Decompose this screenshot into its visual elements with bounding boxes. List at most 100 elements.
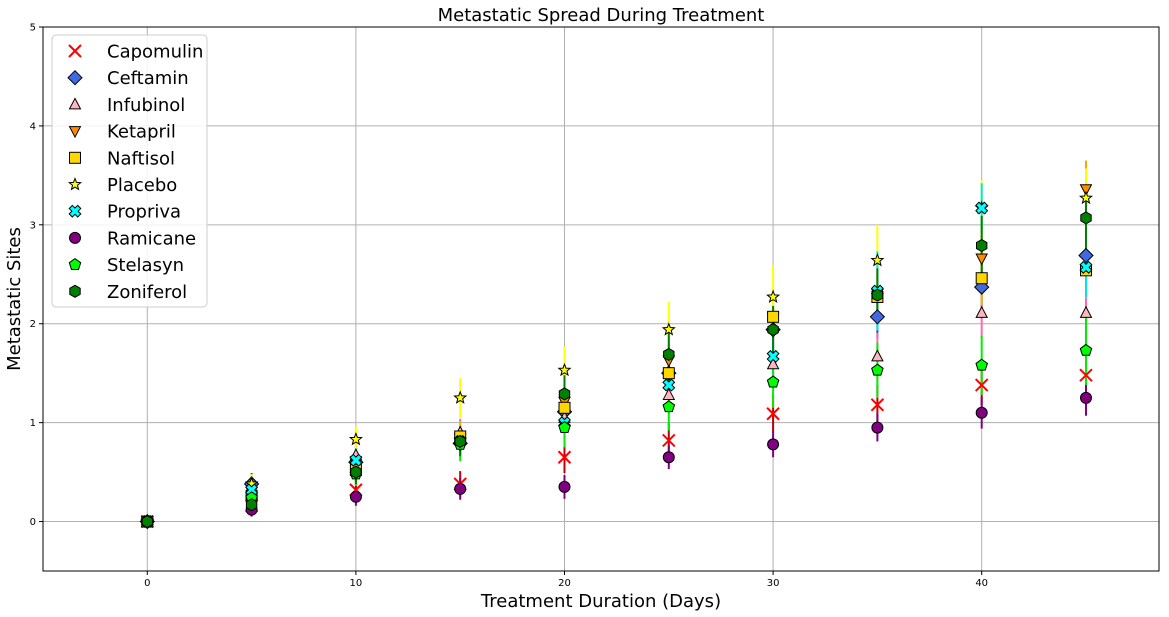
data-point-propriva bbox=[766, 349, 780, 363]
x-tick-label: 10 bbox=[350, 578, 363, 589]
legend-marker-naftisol bbox=[69, 151, 81, 164]
data-point-zoniferol bbox=[454, 434, 466, 449]
data-point-naftisol bbox=[662, 367, 675, 380]
legend-marker-infubinol bbox=[68, 97, 82, 110]
legend-label-ramicane: Ramicane bbox=[107, 228, 196, 249]
legend-label-infubinol: Infubinol bbox=[107, 95, 185, 116]
data-point-infubinol bbox=[766, 357, 780, 370]
data-point-placebo bbox=[557, 362, 572, 377]
legend-marker-placebo bbox=[67, 177, 83, 191]
x-stroke bbox=[974, 378, 989, 392]
y-tick-label: 5 bbox=[30, 23, 36, 34]
legend-marker-capomulin bbox=[68, 44, 82, 58]
data-point-infubinol bbox=[871, 349, 884, 362]
legend: Capomulin Ceftamin Infubinol Ketapril Naftis… bbox=[51, 34, 208, 308]
data-point-ramicane bbox=[454, 482, 467, 495]
y-tick-label: 4 bbox=[30, 121, 36, 132]
data-point-naftisol bbox=[975, 272, 988, 285]
legend-label-propriva: Propriva bbox=[107, 202, 181, 223]
data-point-capomulin bbox=[974, 378, 989, 392]
y-tick-label: 0 bbox=[30, 517, 36, 528]
data-point-ramicane bbox=[558, 480, 571, 493]
data-point-stelasyn bbox=[975, 358, 988, 371]
data-point-propriva bbox=[975, 201, 989, 215]
x-stroke bbox=[557, 450, 572, 464]
data-point-infubinol bbox=[975, 305, 989, 318]
data-point-ramicane bbox=[662, 451, 675, 464]
data-point-zoniferol bbox=[558, 387, 571, 401]
data-point-zoniferol bbox=[141, 514, 153, 529]
x-tick-label: 0 bbox=[144, 578, 150, 589]
legend-label-naftisol: Naftisol bbox=[107, 148, 175, 169]
data-point-ceftamin bbox=[869, 309, 886, 325]
data-point-capomulin bbox=[662, 433, 676, 448]
y-axis-label: Metastatic Sites bbox=[4, 227, 25, 371]
data-point-capomulin bbox=[870, 398, 885, 412]
data-point-ramicane bbox=[871, 421, 884, 434]
x-stroke bbox=[662, 433, 676, 448]
chart-title: Metastatic Spread During Treatment bbox=[438, 5, 765, 26]
x-stroke bbox=[68, 44, 82, 58]
legend-label-ketapril: Ketapril bbox=[107, 122, 176, 143]
data-point-infubinol bbox=[662, 387, 676, 400]
data-point-zoniferol bbox=[767, 323, 779, 337]
data-point-naftisol bbox=[767, 310, 780, 323]
y-tick-label: 2 bbox=[30, 319, 36, 330]
ticks: 0 10 20 30 40 0 1 2 3 4 5 bbox=[30, 23, 988, 590]
data-point-ketapril bbox=[975, 253, 989, 266]
x-stroke bbox=[870, 398, 885, 412]
legend-label-placebo: Placebo bbox=[107, 175, 177, 196]
legend-label-ceftamin: Ceftamin bbox=[107, 68, 189, 89]
x-tick-label: 20 bbox=[558, 578, 571, 589]
legend-label-zoniferol: Zoniferol bbox=[107, 282, 187, 303]
legend-label-stelasyn: Stelasyn bbox=[107, 255, 184, 276]
data-point-placebo bbox=[1078, 190, 1094, 205]
data-point-stelasyn bbox=[558, 420, 571, 433]
x-tick-label: 30 bbox=[767, 578, 780, 589]
legend-box bbox=[51, 34, 208, 308]
data-point-zoniferol bbox=[871, 288, 884, 302]
data-point-propriva bbox=[349, 453, 363, 467]
data-point-ramicane bbox=[349, 490, 362, 503]
x-tick-label: 40 bbox=[975, 578, 988, 589]
data-markers bbox=[139, 184, 1094, 530]
data-point-ceftamin bbox=[1078, 247, 1094, 264]
data-point-placebo bbox=[348, 432, 363, 446]
legend-marker-propriva bbox=[68, 204, 82, 218]
data-point-capomulin bbox=[1079, 368, 1093, 382]
data-point-ramicane bbox=[975, 406, 988, 419]
legend-marker-zoniferol bbox=[69, 284, 81, 298]
y-tick-label: 1 bbox=[30, 418, 36, 429]
legend-marker-stelasyn bbox=[68, 257, 82, 270]
data-point-stelasyn bbox=[871, 363, 884, 376]
legend-marker-ramicane bbox=[69, 231, 81, 244]
data-point-ketapril bbox=[1079, 184, 1093, 197]
data-point-ramicane bbox=[767, 438, 780, 451]
data-point-zoniferol bbox=[1080, 211, 1092, 225]
plot-area bbox=[42, 26, 1160, 572]
y-tick-label: 3 bbox=[30, 220, 36, 231]
grid bbox=[43, 26, 1159, 571]
data-point-stelasyn bbox=[766, 375, 780, 388]
x-axis-label: Treatment Duration (Days) bbox=[480, 591, 721, 612]
data-point-zoniferol bbox=[350, 465, 362, 479]
data-point-propriva bbox=[662, 378, 676, 392]
data-point-capomulin bbox=[557, 450, 572, 464]
data-point-zoniferol bbox=[245, 498, 258, 512]
legend-label-capomulin: Capomulin bbox=[107, 42, 203, 63]
data-point-capomulin bbox=[766, 407, 780, 421]
data-point-placebo bbox=[661, 322, 676, 336]
data-point-placebo bbox=[766, 289, 781, 303]
data-point-placebo bbox=[870, 253, 885, 267]
data-point-placebo bbox=[453, 390, 468, 404]
data-point-ramicane bbox=[1079, 391, 1092, 404]
legend-marker-ketapril bbox=[68, 126, 82, 139]
data-point-stelasyn bbox=[1079, 343, 1093, 356]
data-point-stelasyn bbox=[662, 400, 676, 413]
data-point-naftisol bbox=[558, 401, 571, 414]
data-point-zoniferol bbox=[976, 239, 988, 253]
legend-marker-ceftamin bbox=[67, 69, 83, 86]
data-point-propriva bbox=[1079, 260, 1093, 274]
x-stroke bbox=[766, 407, 780, 421]
